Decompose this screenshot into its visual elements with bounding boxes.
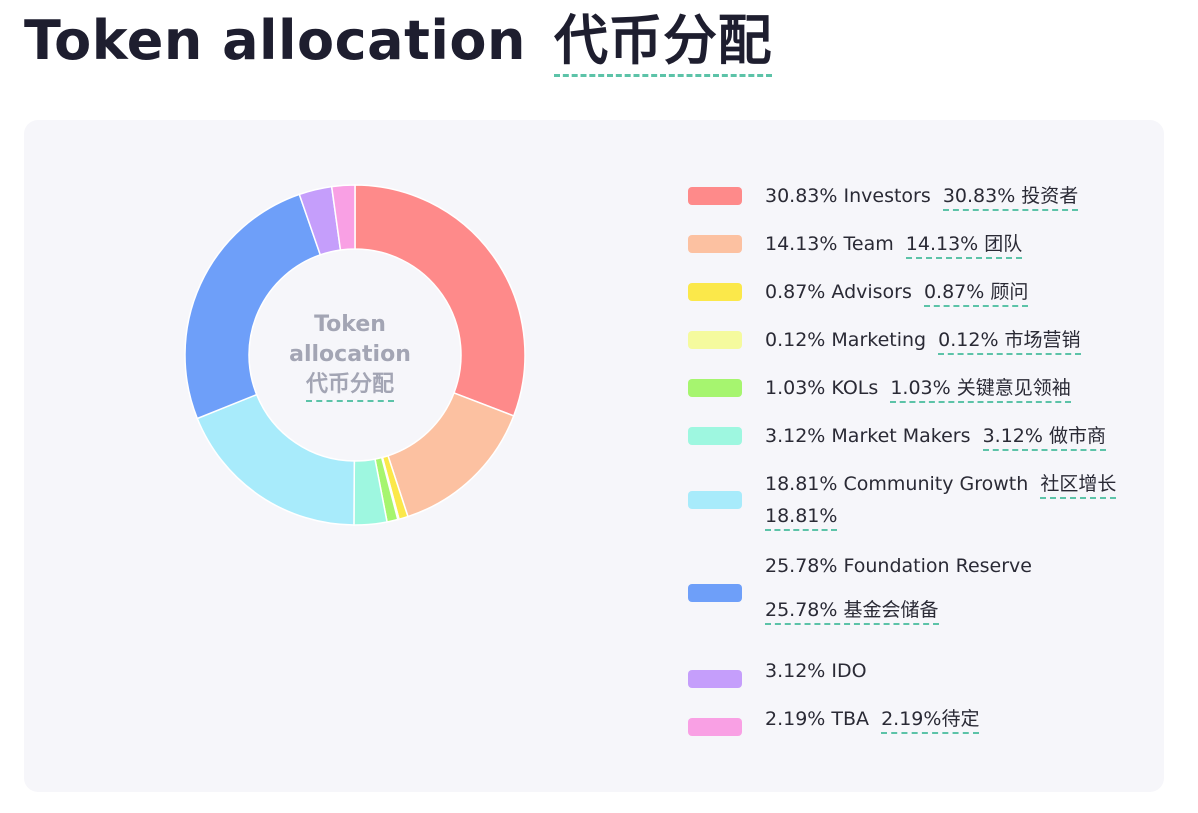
- legend-zh: 14.13% 团队: [905, 233, 1023, 259]
- donut-slice-tba[interactable]: [330, 184, 356, 251]
- legend-pct: 3.12%: [765, 425, 826, 447]
- legend-label: TBA: [831, 708, 870, 730]
- legend-text-line2: 25.78% 基金会储备: [765, 594, 1135, 626]
- legend-pct: 18.81%: [765, 473, 838, 495]
- legend-zh: 社区增长: [1040, 473, 1117, 499]
- legend-swatch: [688, 427, 742, 445]
- page-title: Token allocation 代币分配: [24, 8, 772, 77]
- donut-center-label: Token allocation 代币分配: [260, 310, 440, 402]
- center-label-line1: Token: [314, 312, 386, 337]
- legend-zh: 25.78% 基金会储备: [765, 599, 939, 625]
- legend-pct: 2.19%: [765, 708, 826, 730]
- title-en: Token allocation: [24, 9, 526, 72]
- legend-text: 1.03% KOLs 1.03% 关键意见领袖: [765, 372, 1135, 404]
- legend-label: Advisors: [831, 281, 912, 303]
- legend-swatch: [688, 331, 742, 349]
- legend-swatch: [688, 670, 742, 688]
- legend-pct: 3.12%: [765, 660, 826, 682]
- legend-zh: 0.87% 顾问: [923, 281, 1029, 307]
- legend-text: 25.78% Foundation Reserve: [765, 550, 1135, 582]
- legend-label: Foundation Reserve: [843, 555, 1032, 577]
- legend-text: 3.12% IDO: [765, 655, 1135, 687]
- legend-text-line2: 18.81%: [765, 500, 1135, 532]
- legend-zh: 30.83% 投资者: [942, 185, 1079, 211]
- donut-slice-community-growth[interactable]: [196, 393, 356, 526]
- chart-panel: [24, 120, 1164, 792]
- donut-slice-foundation-reserve[interactable]: [184, 193, 322, 420]
- legend-swatch: [688, 718, 742, 736]
- legend-swatch: [688, 379, 742, 397]
- legend-zh: 0.12% 市场营销: [938, 329, 1081, 355]
- legend-label: Investors: [843, 185, 931, 207]
- legend-pct: 0.12%: [765, 329, 826, 351]
- donut-chart: [184, 184, 526, 526]
- legend-zh: 2.19%待定: [881, 708, 980, 734]
- legend-swatch: [688, 491, 742, 509]
- legend-zh: 3.12% 做市商: [982, 425, 1106, 451]
- legend-label: Team: [843, 233, 894, 255]
- center-label-line3: 代币分配: [305, 370, 394, 402]
- legend-pct: 1.03%: [765, 377, 826, 399]
- legend-label: Market Makers: [831, 425, 971, 447]
- legend-label: KOLs: [831, 377, 879, 399]
- legend-text: 30.83% Investors 30.83% 投资者: [765, 180, 1135, 212]
- legend-label: IDO: [831, 660, 867, 682]
- donut-slice-team[interactable]: [387, 391, 515, 518]
- legend-text: 0.87% Advisors 0.87% 顾问: [765, 276, 1135, 308]
- legend-swatch: [688, 283, 742, 301]
- legend-zh: 1.03% 关键意见领袖: [890, 377, 1071, 403]
- donut-slice-investors[interactable]: [354, 184, 526, 417]
- legend-label: Marketing: [831, 329, 927, 351]
- title-zh: 代币分配: [553, 9, 772, 77]
- legend-text: 18.81% Community Growth 社区增长: [765, 468, 1135, 500]
- legend-pct: 14.13%: [765, 233, 838, 255]
- legend-pct: 25.78%: [765, 555, 838, 577]
- legend-label: Community Growth: [843, 473, 1029, 495]
- legend-swatch: [688, 584, 742, 602]
- legend-text: 2.19% TBA 2.19%待定: [765, 703, 1135, 735]
- legend-text: 0.12% Marketing 0.12% 市场营销: [765, 324, 1135, 356]
- legend-text: 14.13% Team 14.13% 团队: [765, 228, 1135, 260]
- legend-text: 3.12% Market Makers 3.12% 做市商: [765, 420, 1135, 452]
- center-label-line2: allocation: [289, 342, 411, 367]
- legend-pct: 30.83%: [765, 185, 838, 207]
- legend-pct: 0.87%: [765, 281, 826, 303]
- legend-zh-pct: 18.81%: [765, 505, 838, 531]
- legend-swatch: [688, 235, 742, 253]
- legend-swatch: [688, 187, 742, 205]
